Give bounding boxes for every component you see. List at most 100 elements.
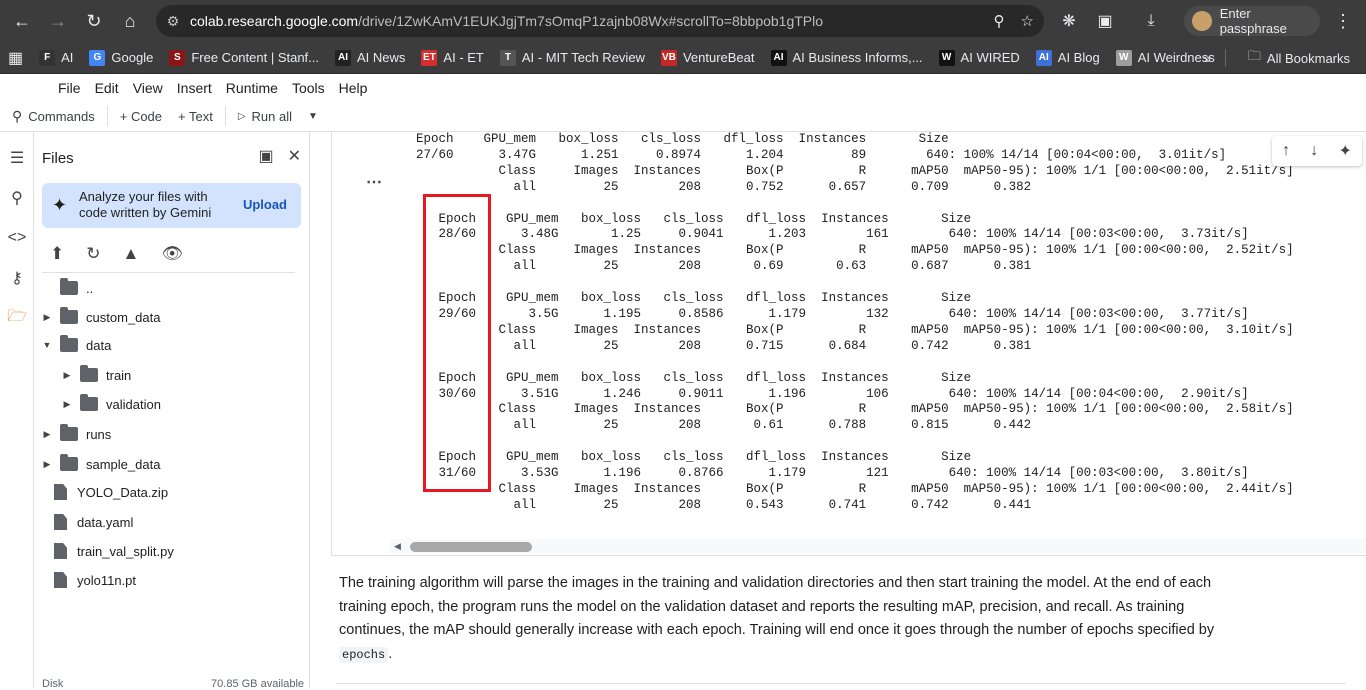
add-text-button[interactable]: + Text	[170, 102, 221, 130]
play-icon: ▷	[237, 110, 246, 122]
close-icon[interactable]: ✕	[287, 148, 301, 165]
more-options-icon[interactable]: ⋯	[366, 174, 383, 191]
forward-icon[interactable]: →	[49, 10, 67, 31]
open-in-tab-icon[interactable]: ▣	[258, 148, 274, 165]
menu-item[interactable]: File	[58, 79, 81, 96]
bookmark-item[interactable]: AI AI Business Informs,...	[763, 44, 931, 72]
download-icon[interactable]: ⤓	[1147, 12, 1155, 29]
move-up-icon[interactable]: ↑	[1282, 142, 1291, 159]
chevron-right-icon[interactable]: ▶	[43, 428, 51, 439]
browser-toolbar: ← → ↻ ⌂ ⚙ colab.research.google.com/driv…	[0, 0, 1366, 42]
profile-button[interactable]: Enter passphrase	[1184, 6, 1320, 36]
training-log: Epoch GPU_mem box_loss cls_loss dfl_loss…	[416, 132, 1294, 512]
secrets-key-icon[interactable]: ⚷	[11, 270, 23, 287]
bookmarks-bar: ▦ F AI G Google S Free Content | Stanf... AI AI…	[0, 42, 1366, 74]
back-icon[interactable]: ←	[13, 10, 31, 31]
folder-icon	[60, 278, 78, 295]
menu-item[interactable]: Tools	[291, 79, 325, 96]
bookmark-label: AI Business Informs,...	[792, 50, 923, 65]
bookmark-item[interactable]: ET AI - ET	[413, 44, 491, 72]
bookmark-item[interactable]: G Google	[81, 44, 161, 72]
commands-button[interactable]: ⚲ Commands	[4, 102, 103, 130]
chevron-right-icon[interactable]: ▶	[63, 369, 71, 380]
cell-toolbar: ↑ ↓ ✦	[1272, 136, 1362, 166]
bookmark-item[interactable]: W AI WIRED	[931, 44, 1028, 72]
tree-label: validation	[106, 396, 161, 412]
tree-folder[interactable]: ▶ train	[60, 363, 131, 387]
run-all-dropdown[interactable]: ▼	[308, 110, 318, 122]
bookmark-label: AI Weirdness	[1137, 50, 1215, 65]
tree-label: runs	[86, 426, 112, 442]
left-rail: ☰ ⚲ <> ⚷ 🗁	[0, 132, 34, 688]
divider	[42, 272, 295, 273]
table-of-contents-icon[interactable]: ☰	[9, 150, 25, 167]
site-info-icon[interactable]: ⚙	[166, 12, 180, 29]
apps-grid-icon[interactable]: ▦	[8, 49, 24, 67]
bookmark-item[interactable]: S Free Content | Stanf...	[161, 44, 327, 72]
menu-item[interactable]: View	[132, 79, 163, 96]
tree-folder[interactable]: ▶ validation	[60, 392, 161, 416]
chevron-right-icon[interactable]: ▶	[43, 458, 51, 469]
folder-icon	[80, 394, 98, 411]
tree-label: data.yaml	[77, 514, 134, 530]
bookmark-item[interactable]: AI AI Blog	[1028, 44, 1108, 72]
bookmark-item[interactable]: W AI Weirdness	[1108, 44, 1223, 72]
menu-item[interactable]: Insert	[176, 79, 212, 96]
scrollbar-thumb[interactable]	[410, 542, 532, 552]
tree-file[interactable]: YOLO_Data.zip	[54, 480, 168, 504]
tree-folder[interactable]: ▶ runs	[40, 422, 111, 446]
chevron-down-icon[interactable]: ▼	[42, 340, 52, 350]
react-extension-icon[interactable]: ❋	[1062, 13, 1076, 30]
horizontal-scrollbar[interactable]	[390, 539, 1366, 553]
chevron-right-icon[interactable]: ▶	[43, 311, 51, 322]
extensions-puzzle-icon[interactable]: ▣	[1097, 13, 1113, 30]
bookmark-item[interactable]: AI AI News	[327, 44, 413, 72]
scroll-left-icon[interactable]: ◀	[394, 541, 401, 551]
reload-icon[interactable]: ↻	[86, 10, 102, 31]
text-cell[interactable]: The training algorithm will parse the im…	[339, 572, 1239, 667]
browser-menu-icon[interactable]: ⋮	[1334, 11, 1352, 31]
tree-file[interactable]: train_val_split.py	[54, 539, 174, 563]
run-all-label: Run all	[251, 108, 293, 124]
more-bookmarks-icon[interactable]: »	[1203, 50, 1211, 66]
zoom-icon[interactable]: ⚲	[993, 13, 1005, 30]
bookmark-label: Google	[111, 50, 154, 65]
home-icon[interactable]: ⌂	[124, 10, 136, 31]
files-folder-icon[interactable]: 🗁	[7, 307, 27, 325]
bookmark-label: AI WIRED	[960, 50, 1020, 65]
move-down-icon[interactable]: ↓	[1310, 142, 1319, 159]
disk-label: Disk	[42, 678, 64, 690]
mount-drive-icon[interactable]: ▲	[122, 244, 140, 263]
bookmark-label: AI - ET	[443, 50, 484, 65]
menu-item[interactable]: Help	[338, 79, 368, 96]
bookmark-item[interactable]: F AI	[31, 44, 81, 72]
upload-file-icon[interactable]: ⬆	[50, 244, 65, 263]
tree-folder[interactable]: ▼ data	[40, 333, 111, 357]
bookmark-item[interactable]: VB VentureBeat	[653, 44, 763, 72]
add-code-button[interactable]: + Code	[112, 102, 170, 130]
refresh-icon[interactable]: ↻	[86, 244, 101, 263]
tree-file[interactable]: data.yaml	[54, 510, 133, 534]
tree-folder[interactable]: ..	[40, 276, 93, 300]
hide-files-icon[interactable]: 👁	[161, 244, 183, 263]
tree-folder[interactable]: ▶ sample_data	[40, 452, 160, 476]
bookmark-item[interactable]: T AI - MIT Tech Review	[492, 44, 653, 72]
all-bookmarks-button[interactable]: 🗀 All Bookmarks	[1240, 44, 1358, 72]
find-icon[interactable]: ⚲	[11, 190, 23, 207]
menu-item[interactable]: Edit	[94, 79, 119, 96]
next-cell	[336, 683, 1346, 687]
menu-item[interactable]: Runtime	[225, 79, 278, 96]
code-snippets-icon[interactable]: <>	[7, 229, 27, 246]
address-bar[interactable]: ⚙ colab.research.google.com/drive/1ZwKAm…	[156, 5, 1044, 37]
folder-icon	[60, 335, 78, 352]
divider	[224, 106, 226, 126]
chevron-right-icon[interactable]: ▶	[63, 398, 71, 409]
upload-button[interactable]: Upload	[242, 197, 287, 212]
bookmark-favicon-icon: F	[39, 49, 56, 66]
file-icon	[54, 484, 67, 500]
tree-folder[interactable]: ▶ custom_data	[40, 305, 160, 329]
bookmark-star-icon[interactable]: ☆	[1020, 13, 1034, 30]
tree-file[interactable]: yolo11n.pt	[54, 568, 136, 592]
gemini-sparkle-icon[interactable]: ✦	[1338, 143, 1352, 160]
run-all-button[interactable]: ▷ Run all	[230, 102, 300, 130]
